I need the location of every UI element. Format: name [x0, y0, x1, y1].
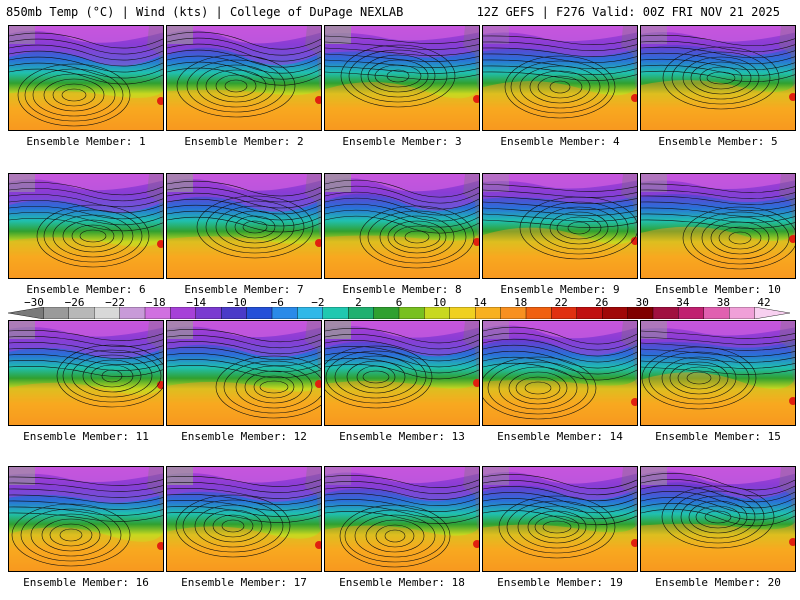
colorbar-segment	[754, 307, 790, 319]
ensemble-map-panel	[482, 173, 638, 279]
colorbar-segment	[8, 307, 44, 319]
colorbar-tick-label: 6	[395, 296, 403, 309]
colorbar	[8, 307, 790, 319]
ensemble-member-label: Ensemble Member: 12	[181, 430, 307, 443]
ensemble-map-panel	[166, 173, 322, 279]
ensemble-map-panel	[640, 25, 796, 131]
colorbar-segment	[424, 307, 451, 319]
colorbar-segment	[449, 307, 476, 319]
ensemble-member-label: Ensemble Member: 7	[184, 283, 304, 296]
colorbar-ticks: −30 −26 −22 −18 −14 −10 −6 −2 2 6 10 14 18 22 26 30 34 38…	[0, 296, 800, 309]
ensemble-member-label: Ensemble Member: 11	[23, 430, 149, 443]
colorbar-segment	[398, 307, 426, 319]
colorbar-segment	[525, 307, 553, 319]
colorbar-tick-label: 2	[355, 296, 362, 309]
colorbar-tick-label: 26	[595, 296, 609, 309]
colorbar-segment	[576, 307, 603, 319]
colorbar-segment	[729, 307, 756, 319]
ensemble-map-panel	[482, 320, 638, 426]
colorbar-segment	[68, 307, 95, 319]
ensemble-member-label: Ensemble Member: 14	[497, 430, 623, 443]
ensemble-map-panel	[482, 466, 638, 572]
ensemble-map-panel	[324, 25, 480, 131]
header: 850mb Temp (°C) | Wind (kts) | College o…	[0, 0, 800, 22]
ensemble-map-panel	[166, 320, 322, 426]
colorbar-tick-label: 18	[514, 296, 528, 309]
map-title: 850mb Temp (°C) | Wind (kts) | College o…	[6, 5, 404, 19]
colorbar-segment	[373, 307, 400, 319]
colorbar-segment	[652, 307, 680, 319]
colorbar-segment	[678, 307, 705, 319]
colorbar-tick-label: 38	[716, 296, 731, 309]
ensemble-map-panel	[640, 466, 796, 572]
ensemble-member-label: Ensemble Member: 17	[181, 576, 307, 589]
colorbar-segment	[348, 307, 375, 319]
ensemble-map-panel	[8, 466, 164, 572]
ensemble-member-label: Ensemble Member: 18	[339, 576, 465, 589]
colorbar-tick-label: 10	[432, 296, 447, 309]
colorbar-segment	[602, 307, 629, 319]
colorbar-segment	[551, 307, 578, 319]
ensemble-member-label: Ensemble Member: 13	[339, 430, 465, 443]
colorbar-segment	[475, 307, 502, 319]
ensemble-member-label: Ensemble Member: 10	[655, 283, 781, 296]
colorbar-segment	[195, 307, 222, 319]
colorbar-tick-label: 22	[554, 296, 568, 309]
ensemble-map-panel	[482, 25, 638, 131]
ensemble-map-panel	[166, 466, 322, 572]
colorbar-tick-label: −2	[311, 296, 325, 309]
ensemble-member-label: Ensemble Member: 5	[658, 135, 778, 148]
colorbar-segment	[703, 307, 730, 319]
ensemble-member-label: Ensemble Member: 15	[655, 430, 781, 443]
colorbar-segment	[144, 307, 172, 319]
colorbar-tick-label: −22	[105, 296, 126, 309]
ensemble-member-label: Ensemble Member: 8	[342, 283, 462, 296]
colorbar-tick-label: 14	[473, 296, 487, 309]
colorbar-segment	[170, 307, 197, 319]
ensemble-map-panel	[640, 173, 796, 279]
colorbar-segment	[119, 307, 146, 319]
ensemble-member-label: Ensemble Member: 20	[655, 576, 781, 589]
colorbar-tick-label: −18	[145, 296, 166, 309]
colorbar-tick-label: 42	[757, 296, 771, 309]
colorbar-segment	[43, 307, 70, 319]
ensemble-member-label: Ensemble Member: 19	[497, 576, 623, 589]
ensemble-map-panel	[8, 320, 164, 426]
ensemble-map-panel	[166, 25, 322, 131]
colorbar-segment	[246, 307, 273, 319]
ensemble-member-label: Ensemble Member: 9	[500, 283, 620, 296]
ensemble-map-panel	[324, 320, 480, 426]
ensemble-member-label: Ensemble Member: 6	[26, 283, 146, 296]
colorbar-tick-label: −14	[186, 296, 207, 309]
colorbar-segment	[271, 307, 299, 319]
colorbar-tick-label: 34	[676, 296, 690, 309]
ensemble-map-panel	[324, 466, 480, 572]
colorbar-segment	[220, 307, 248, 319]
ensemble-member-label: Ensemble Member: 3	[342, 135, 462, 148]
ensemble-map-panel	[8, 173, 164, 279]
ensemble-map-panel	[8, 25, 164, 131]
colorbar-segment	[627, 307, 654, 319]
colorbar-segment	[297, 307, 324, 319]
ensemble-member-label: Ensemble Member: 2	[184, 135, 304, 148]
colorbar-segment	[322, 307, 349, 319]
model-run-info: 12Z GEFS | F276 Valid: 00Z FRI NOV 21 20…	[476, 5, 780, 19]
colorbar-tick-label: −6	[270, 296, 284, 309]
ensemble-map-panel	[640, 320, 796, 426]
colorbar-segment	[500, 307, 527, 319]
colorbar-tick-label: −10	[226, 296, 247, 309]
colorbar-segment	[93, 307, 121, 319]
colorbar-tick-label: 30	[635, 296, 649, 309]
ensemble-member-label: Ensemble Member: 16	[23, 576, 149, 589]
colorbar-tick-label: −30	[24, 296, 44, 309]
ensemble-member-label: Ensemble Member: 1	[26, 135, 146, 148]
ensemble-map-panel	[324, 173, 480, 279]
colorbar-tick-label: −26	[64, 296, 85, 309]
ensemble-member-label: Ensemble Member: 4	[500, 135, 620, 148]
